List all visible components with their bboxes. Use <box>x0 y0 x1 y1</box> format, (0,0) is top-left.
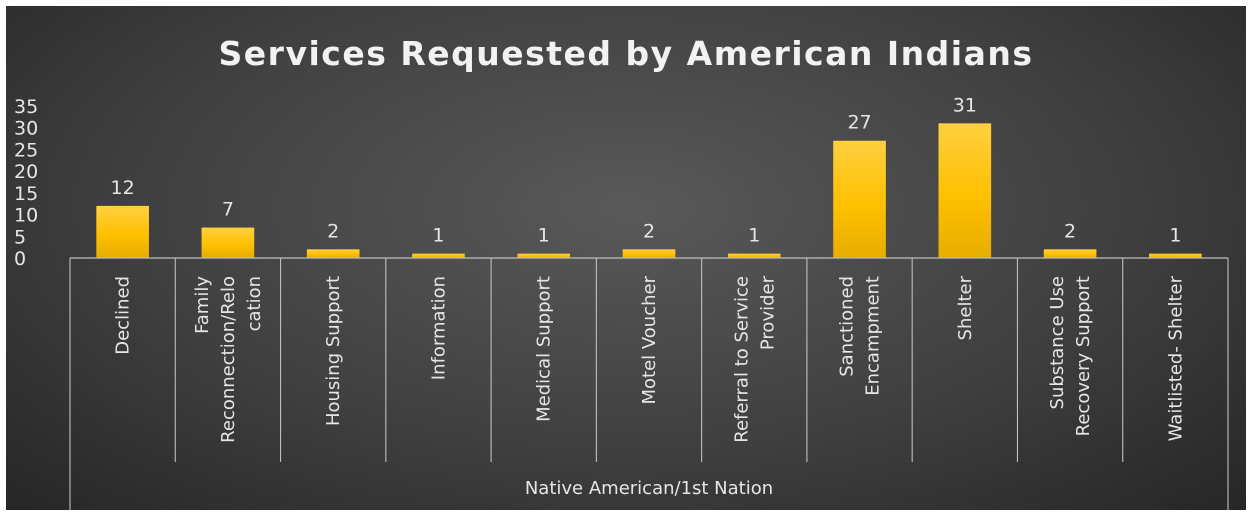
bar <box>938 123 992 258</box>
bar <box>412 253 465 258</box>
data-label: 1 <box>538 225 550 247</box>
category-label: Housing Support <box>323 276 344 426</box>
category-label: Declined <box>113 276 134 355</box>
category-label: Waitlisted- Shelter <box>1165 275 1186 441</box>
category-label: Medical Support <box>534 276 555 422</box>
category-label: Motel Voucher <box>639 275 660 404</box>
data-label: 2 <box>1064 220 1076 242</box>
y-tick-label: 35 <box>14 96 38 118</box>
group-label: Native American/1st Nation <box>525 478 773 499</box>
bar <box>306 249 360 258</box>
bar <box>1149 253 1202 258</box>
category-label: Referral to Service Provider <box>731 275 778 442</box>
data-label: 2 <box>643 220 655 242</box>
category-label: Sanctioned Encampment <box>837 276 884 396</box>
y-tick-label: 5 <box>14 226 26 248</box>
bar <box>96 205 149 258</box>
category-label: Substance Use Recovery Support <box>1047 276 1094 436</box>
bar <box>517 253 571 258</box>
axes <box>69 257 1229 510</box>
y-tick-label: 25 <box>14 139 38 161</box>
data-label: 1 <box>432 225 444 247</box>
data-label: 31 <box>953 94 977 116</box>
data-label: 27 <box>847 112 871 134</box>
category-labels: Declined Family Reconnection/Relo cation Hou… <box>113 275 1187 499</box>
data-label: 7 <box>222 199 234 221</box>
y-tick-label: 15 <box>14 183 38 205</box>
chart-frame: Services Requested by American Indians 0… <box>6 6 1246 510</box>
category-label: Shelter <box>955 275 976 340</box>
bars <box>96 123 1202 258</box>
data-label: 1 <box>748 225 760 247</box>
y-tick-label: 10 <box>14 205 38 227</box>
bar <box>727 253 781 258</box>
y-tick-label: 20 <box>14 161 38 183</box>
data-label: 2 <box>327 220 339 242</box>
y-tick-label: 0 <box>14 248 26 270</box>
category-label: Information <box>428 276 449 380</box>
bar <box>1043 249 1097 258</box>
bar <box>622 249 676 258</box>
y-tick-label: 30 <box>14 118 38 140</box>
chart-title: Services Requested by American Indians <box>218 34 1034 73</box>
bar <box>833 140 886 258</box>
category-label: Family Reconnection/Relo cation <box>192 276 265 443</box>
data-label: 1 <box>1169 225 1181 247</box>
bar <box>201 227 255 258</box>
data-label: 12 <box>111 177 135 199</box>
